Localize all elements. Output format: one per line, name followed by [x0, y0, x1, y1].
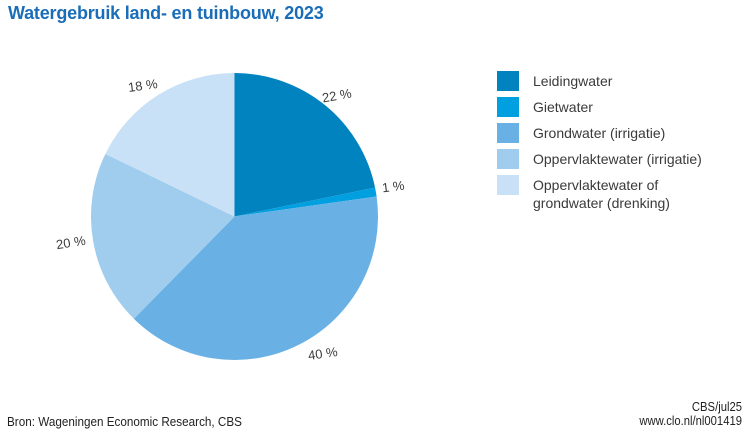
pie-label-oppervlaktewater: 20 %: [55, 232, 87, 253]
legend-item-oppervlaktewater: Oppervlaktewater (irrigatie): [497, 149, 729, 169]
legend-item-grondwater: Grondwater (irrigatie): [497, 123, 729, 143]
legend-swatch-grondwater: [497, 123, 519, 143]
legend-item-leidingwater: Leidingwater: [497, 71, 729, 91]
pie-slice-3: [133, 196, 378, 360]
pie-chart-area: [90, 73, 378, 365]
legend-swatch-gietwater: [497, 97, 519, 117]
credit-text: CBS/jul25: [691, 400, 742, 414]
source-text: Bron: Wageningen Economic Research, CBS: [7, 414, 242, 429]
legend-swatch-oppervlaktewater: [497, 149, 519, 169]
legend-label: Grondwater (irrigatie): [533, 125, 666, 141]
footer-credits: CBS/jul25 www.clo.nl/nl001419: [639, 400, 742, 428]
legend-label: Leidingwater: [533, 73, 613, 89]
pie-chart: [90, 73, 378, 360]
chart-title: Watergebruik land- en tuinbouw, 2023: [8, 3, 324, 23]
legend-item-drenking: Oppervlaktewater of grondwater (drenking…: [497, 175, 729, 212]
legend-swatch-drenking: [497, 175, 519, 195]
pie-slice-1: [234, 73, 376, 217]
pie-slice-4: [90, 153, 235, 319]
pie-label-gietwater: 1 %: [381, 177, 406, 196]
legend-label: Gietwater: [533, 99, 593, 115]
legend: Leidingwater Gietwater Grondwater (irrig…: [497, 71, 729, 218]
legend-label: Oppervlaktewater of grondwater (drenking…: [533, 177, 670, 211]
legend-item-gietwater: Gietwater: [497, 97, 729, 117]
pie-slice-2: [234, 187, 377, 217]
legend-swatch-leidingwater: [497, 71, 519, 91]
footer-url: www.clo.nl/nl001419: [639, 414, 742, 428]
pie-slice-5: [105, 73, 235, 217]
legend-label: Oppervlaktewater (irrigatie): [533, 151, 702, 167]
